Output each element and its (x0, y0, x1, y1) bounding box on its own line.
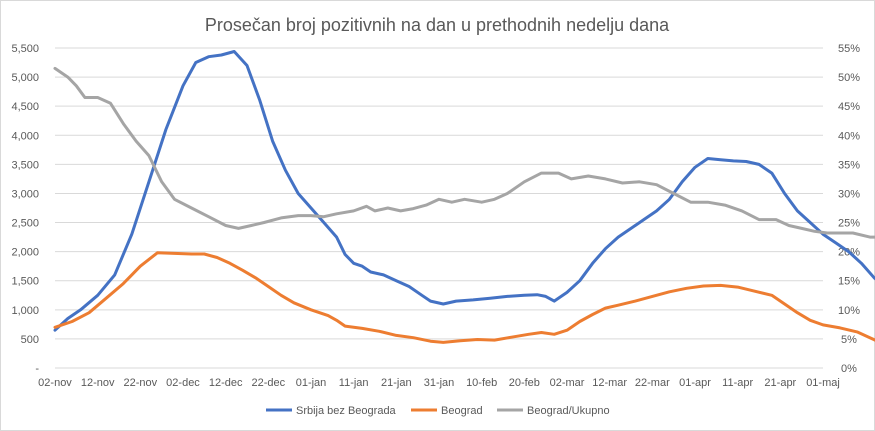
x-tick-label: 21-apr (764, 377, 796, 389)
x-tick-label: 10-feb (466, 377, 497, 389)
x-tick-label: 11-jan (339, 377, 369, 389)
x-tick-label: 22-nov (124, 377, 158, 389)
legend-label: Srbija bez Beograda (296, 405, 397, 417)
x-tick-label: 12-mar (592, 377, 627, 389)
y-left-tick-label: 5,000 (11, 72, 39, 84)
x-tick-label: 20-feb (509, 377, 540, 389)
y-right-tick-label: 40% (838, 130, 860, 142)
y-left-tick-label: 3,500 (11, 159, 39, 171)
x-tick-label: 02-nov (38, 377, 72, 389)
chart-title: Prosečan broj pozitivnih na dan u pretho… (205, 15, 670, 35)
y-left-tick-label: 4,500 (11, 101, 39, 113)
x-tick-label: 22-mar (635, 377, 670, 389)
x-tick-label: 12-nov (81, 377, 115, 389)
series-line (53, 50, 875, 332)
y-left-tick-label: 2,500 (11, 218, 39, 230)
y-left-tick-label: 3,000 (11, 188, 39, 200)
y-right-tick-label: 15% (838, 276, 860, 288)
y-right-tick-label: 35% (838, 159, 860, 171)
series-line (53, 66, 875, 239)
x-axis: 02-nov 12-nov 22-nov 02-dec 12-dec 22-dec 01-j… (38, 377, 840, 389)
y-right-tick-label: 0% (841, 363, 857, 375)
x-tick-label: 21-jan (381, 377, 412, 389)
x-tick-label: 31-jan (424, 377, 455, 389)
y-right-tick-label: 5% (841, 334, 857, 346)
y-right-tick-label: 55% (838, 43, 860, 55)
y-left-tick-label: - (35, 363, 39, 375)
y-left-tick-label: 1,000 (11, 305, 39, 317)
x-tick-label: 02-mar (550, 377, 585, 389)
y-axis-left: - 500 1,000 1,500 2,000 2,500 3,000 3,500 4,000 4… (11, 43, 39, 375)
x-tick-label: 11-apr (722, 377, 753, 389)
y-left-tick-label: 1,500 (11, 276, 39, 288)
x-tick-label: 22-dec (252, 377, 286, 389)
legend-label: Beograd/Ukupno (527, 405, 610, 417)
y-right-tick-label: 30% (838, 188, 860, 200)
x-tick-label: 01-apr (679, 377, 711, 389)
y-left-tick-label: 2,000 (11, 247, 39, 259)
legend-label: Beograd (441, 405, 483, 417)
y-left-tick-label: 4,000 (11, 130, 39, 142)
y-right-tick-label: 25% (838, 218, 860, 230)
y-left-tick-label: 5,500 (11, 43, 39, 55)
y-right-tick-label: 45% (838, 101, 860, 113)
series-line (53, 251, 875, 344)
x-tick-label: 12-dec (209, 377, 243, 389)
y-axis-right: 0%5%10%15%20%25%30%35%40%45%50%55% (838, 43, 860, 375)
legend: Srbija bez Beograda Beograd Beograd/Ukupno (266, 405, 610, 417)
y-left-tick-label: 500 (21, 334, 39, 346)
x-tick-label: 02-dec (166, 377, 200, 389)
y-right-tick-label: 50% (838, 72, 860, 84)
series-lines (53, 50, 875, 344)
y-right-tick-label: 10% (838, 305, 860, 317)
x-tick-label: 01-maj (806, 377, 840, 389)
x-tick-label: 01-jan (296, 377, 327, 389)
gridlines (55, 47, 823, 369)
